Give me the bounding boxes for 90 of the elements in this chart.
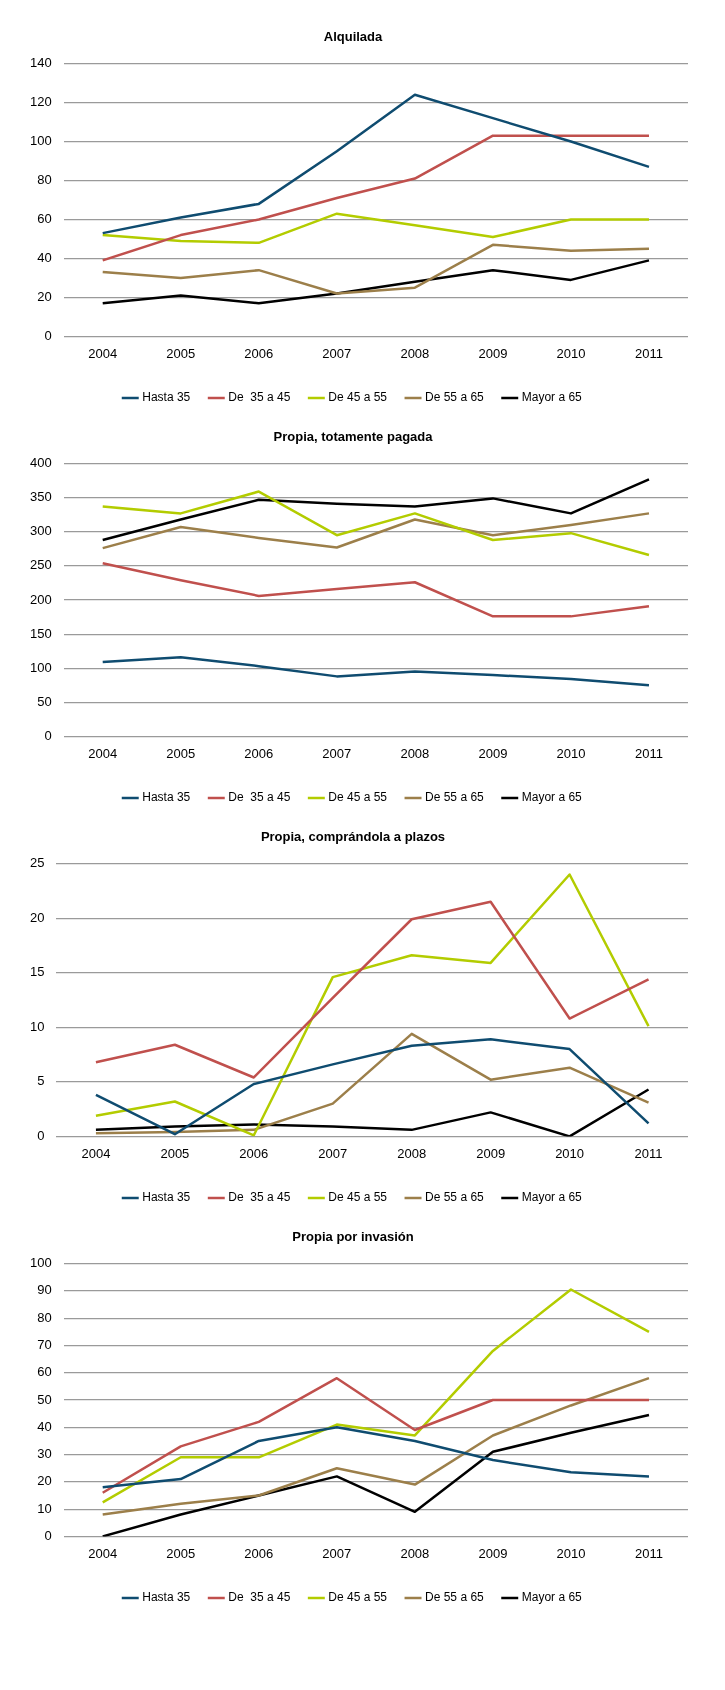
chart-title: Propia, comprándola a plazos (260, 829, 446, 845)
x-tick-label: 2007 (318, 1145, 348, 1161)
y-tick-label: 0 (44, 727, 52, 743)
legend-label: Mayor a 65 (521, 1190, 583, 1205)
y-tick-label: 300 (29, 523, 52, 539)
x-tick-label: 2004 (88, 745, 118, 761)
x-tick-label: 2008 (400, 1545, 430, 1561)
y-tick-label: 0 (44, 1527, 52, 1543)
y-tick-label: 10 (29, 1018, 45, 1034)
x-tick-label: 2011 (635, 745, 663, 761)
x-tick-label: 2010 (556, 745, 586, 761)
chart-title: Propia por invasión (292, 1229, 414, 1245)
legend-label: Hasta 35 (142, 1590, 191, 1605)
y-tick-label: 0 (44, 327, 52, 343)
x-tick-label: 2008 (400, 345, 430, 361)
y-tick-label: 100 (29, 1255, 52, 1271)
legend-label: De 45 a 55 (328, 790, 388, 805)
x-tick-label: 2005 (160, 1145, 190, 1161)
x-tick-label: 2004 (81, 1145, 111, 1161)
y-tick-label: 100 (29, 133, 52, 149)
x-tick-label: 2006 (244, 345, 274, 361)
x-tick-label: 2006 (244, 745, 274, 761)
y-tick-label: 140 (29, 55, 52, 71)
x-tick-label: 2006 (239, 1145, 269, 1161)
y-tick-label: 40 (37, 1418, 52, 1434)
y-tick-label: 250 (29, 557, 52, 573)
y-tick-label: 350 (29, 489, 52, 505)
chart-title: Alquilada (323, 29, 384, 45)
y-tick-label: 10 (37, 1500, 52, 1516)
legend-label: De 35 a 45 (228, 790, 291, 805)
legend-label: De 55 a 65 (425, 390, 485, 405)
legend-label: De 55 a 65 (425, 1190, 485, 1205)
x-tick-label: 2011 (634, 1145, 663, 1161)
x-tick-label: 2007 (322, 745, 352, 761)
x-tick-label: 2009 (476, 1145, 506, 1161)
y-tick-label: 400 (29, 455, 52, 471)
x-tick-label: 2008 (400, 745, 430, 761)
legend-label: Mayor a 65 (521, 390, 583, 405)
x-tick-label: 2008 (397, 1145, 427, 1161)
y-tick-label: 40 (37, 250, 52, 266)
x-tick-label: 2005 (166, 745, 196, 761)
y-tick-label: 5 (37, 1073, 45, 1089)
y-tick-label: 60 (37, 1364, 52, 1380)
legend-label: Mayor a 65 (521, 1590, 583, 1605)
y-tick-label: 100 (29, 659, 52, 675)
y-tick-label: 20 (29, 909, 45, 925)
x-tick-label: 2010 (556, 345, 586, 361)
y-tick-label: 90 (37, 1282, 52, 1298)
y-tick-label: 80 (37, 172, 52, 188)
y-tick-label: 150 (29, 625, 52, 641)
legend-label: Hasta 35 (142, 390, 191, 405)
legend-label: Hasta 35 (142, 1190, 191, 1205)
y-tick-label: 15 (29, 964, 45, 980)
x-tick-label: 2011 (635, 1545, 663, 1561)
x-tick-label: 2005 (166, 1545, 196, 1561)
x-tick-label: 2009 (478, 1545, 508, 1561)
y-tick-label: 60 (37, 211, 52, 227)
x-tick-label: 2005 (166, 345, 196, 361)
x-tick-label: 2006 (244, 1545, 274, 1561)
y-tick-label: 120 (29, 94, 52, 110)
legend-label: De 45 a 55 (328, 1190, 388, 1205)
y-tick-label: 0 (37, 1127, 45, 1143)
legend-label: Hasta 35 (142, 790, 191, 805)
y-tick-label: 70 (37, 1337, 52, 1353)
y-tick-label: 30 (37, 1446, 52, 1462)
legend-label: De 35 a 45 (228, 1590, 291, 1605)
legend-label: De 35 a 45 (228, 1190, 291, 1205)
x-tick-label: 2009 (478, 345, 508, 361)
y-tick-label: 80 (37, 1309, 52, 1325)
y-tick-label: 25 (29, 855, 45, 871)
legend-label: Mayor a 65 (521, 790, 583, 805)
x-tick-label: 2010 (556, 1545, 586, 1561)
x-tick-label: 2010 (555, 1145, 585, 1161)
y-tick-label: 20 (37, 289, 52, 305)
y-tick-label: 50 (37, 693, 52, 709)
x-tick-label: 2004 (88, 1545, 118, 1561)
legend-label: De 55 a 65 (425, 1590, 485, 1605)
legend-label: De 55 a 65 (425, 790, 485, 805)
legend-label: De 35 a 45 (228, 390, 291, 405)
chart-title: Propia, totamente pagada (273, 429, 434, 445)
y-tick-label: 200 (29, 591, 52, 607)
x-tick-label: 2011 (635, 345, 663, 361)
y-tick-label: 20 (37, 1473, 52, 1489)
x-tick-label: 2004 (88, 345, 118, 361)
x-tick-label: 2007 (322, 345, 352, 361)
legend-label: De 45 a 55 (328, 390, 388, 405)
y-tick-label: 50 (37, 1391, 52, 1407)
x-tick-label: 2007 (322, 1545, 352, 1561)
x-tick-label: 2009 (478, 745, 508, 761)
legend-label: De 45 a 55 (328, 1590, 388, 1605)
